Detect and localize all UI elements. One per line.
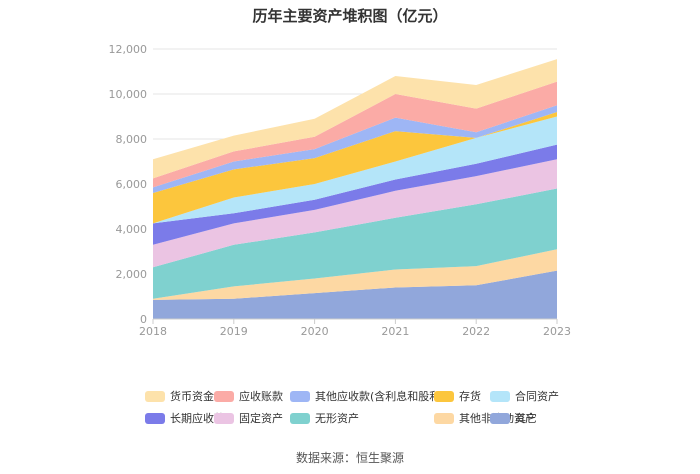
- legend-swatch: [490, 390, 510, 402]
- x-tick-label: 2020: [301, 325, 329, 338]
- area-series: [153, 112, 557, 224]
- legend-item[interactable]: 其他应收款(含利息和股利): [290, 388, 445, 404]
- legend-item[interactable]: 固定资产: [214, 410, 283, 426]
- legend-swatch: [145, 412, 165, 424]
- y-tick-label: 6,000: [116, 178, 148, 191]
- legend-item[interactable]: 货币资金: [145, 388, 214, 404]
- legend-swatch: [490, 412, 510, 424]
- x-tick-label: 2019: [220, 325, 248, 338]
- legend-label: 存货: [459, 390, 481, 403]
- legend-item[interactable]: 合同资产: [490, 388, 559, 404]
- legend-label: 固定资产: [239, 412, 283, 425]
- legend-swatch: [290, 412, 310, 424]
- area-series: [153, 159, 557, 268]
- source-note: 数据来源：恒生聚源: [295, 451, 404, 465]
- legend-item[interactable]: 应收账款: [214, 388, 283, 404]
- legend-label: 货币资金: [170, 390, 214, 403]
- area-series: [153, 188, 557, 299]
- legend-row: 货币资金 应收账款 其他应收款(含利息和股利) 存货 合同资产: [0, 388, 700, 404]
- y-tick-label: 0: [140, 313, 147, 326]
- x-tick-label: 2023: [543, 325, 571, 338]
- y-tick-label: 4,000: [116, 223, 148, 236]
- legend-label: 应收账款: [239, 390, 283, 403]
- legend-swatch: [145, 390, 165, 402]
- legend-item[interactable]: 存货: [434, 388, 481, 404]
- legend-swatch: [290, 390, 310, 402]
- area-series: [153, 249, 557, 300]
- x-tick-label: 2021: [381, 325, 409, 338]
- y-tick-label: 8,000: [116, 133, 148, 146]
- legend-label: 合同资产: [515, 390, 559, 403]
- area-series: [153, 59, 557, 179]
- x-tick-label: 2018: [139, 325, 167, 338]
- x-tick-label: 2022: [462, 325, 490, 338]
- area-series: [153, 270, 557, 319]
- legend-item[interactable]: 其它: [490, 410, 537, 426]
- legend-item[interactable]: 长期应收款: [145, 410, 225, 426]
- legend-swatch: [214, 390, 234, 402]
- legend-label: 其它: [515, 412, 537, 425]
- legend-row: 长期应收款固定资产无形资产其他非流动资产其它: [0, 410, 700, 426]
- legend-label: 无形资产: [315, 412, 359, 425]
- y-tick-label: 10,000: [109, 88, 148, 101]
- legend-label: 其他应收款(含利息和股利): [315, 390, 445, 403]
- area-series: [153, 116, 557, 224]
- legend-item[interactable]: 无形资产: [290, 410, 359, 426]
- legend-swatch: [434, 390, 454, 402]
- legend-swatch: [434, 412, 454, 424]
- area-series: [153, 81, 557, 188]
- legend-label: 长期应收款: [170, 412, 225, 425]
- chart-title: 历年主要资产堆积图（亿元）: [252, 7, 448, 25]
- legend-swatch: [214, 412, 234, 424]
- area-series: [153, 144, 557, 245]
- y-tick-label: 12,000: [109, 43, 148, 56]
- y-tick-label: 2,000: [116, 268, 148, 281]
